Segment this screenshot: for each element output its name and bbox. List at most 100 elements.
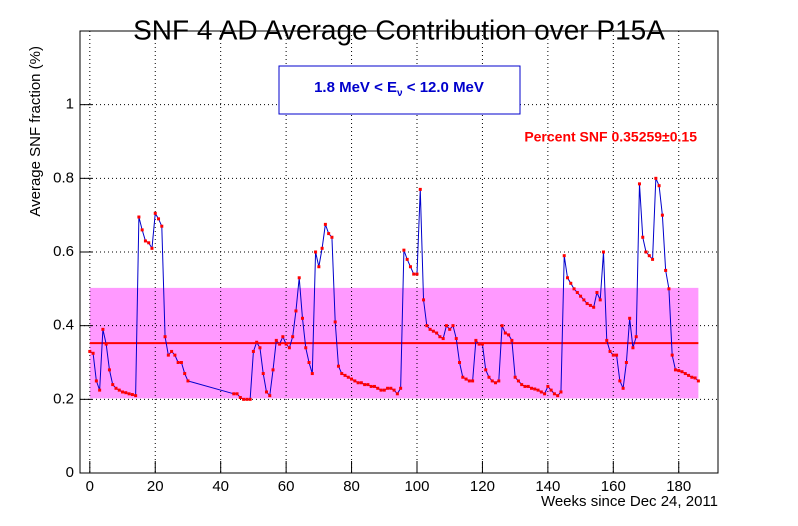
data-point <box>353 379 357 383</box>
data-point <box>232 392 236 396</box>
data-point <box>291 335 295 339</box>
data-point <box>585 302 589 306</box>
data-point <box>444 324 448 328</box>
data-point <box>677 369 681 373</box>
data-point <box>245 397 249 401</box>
data-point <box>507 333 511 337</box>
data-point <box>114 386 118 390</box>
data-point <box>278 342 282 346</box>
data-point <box>137 215 141 219</box>
data-point <box>268 394 272 398</box>
data-point <box>415 272 419 276</box>
data-point <box>490 379 494 383</box>
data-point <box>130 393 134 397</box>
data-point <box>565 276 569 280</box>
data-line <box>89 178 699 400</box>
data-point <box>592 305 596 309</box>
data-point <box>471 379 475 383</box>
y-tick-label: 0.6 <box>53 243 74 260</box>
data-point <box>605 338 609 342</box>
data-point <box>264 390 268 394</box>
data-point <box>435 331 439 335</box>
data-point <box>422 298 426 302</box>
data-point <box>186 379 190 383</box>
data-point <box>641 235 645 239</box>
data-point <box>389 386 393 390</box>
data-point <box>111 383 115 387</box>
data-point <box>163 335 167 339</box>
data-point <box>395 392 399 396</box>
fit-label: Percent SNF 0.35259±0.15 <box>524 129 697 145</box>
data-point <box>160 224 164 228</box>
data-point <box>412 272 416 276</box>
data-point <box>157 217 161 221</box>
data-point <box>448 327 452 331</box>
data-point <box>336 364 340 368</box>
data-point <box>346 375 350 379</box>
data-point <box>572 287 576 291</box>
data-point <box>140 228 144 232</box>
data-point <box>238 395 242 399</box>
data-point <box>530 386 534 390</box>
data-point <box>274 338 278 342</box>
plot-frame <box>79 30 719 474</box>
x-tick-label: 180 <box>666 478 691 495</box>
data-point <box>366 383 370 387</box>
data-point <box>281 335 285 339</box>
data-point <box>88 349 92 353</box>
data-point <box>631 346 635 350</box>
x-tick-label: 140 <box>535 478 560 495</box>
data-point <box>369 384 373 388</box>
data-point <box>183 372 187 376</box>
data-point <box>258 346 262 350</box>
data-point <box>294 309 298 313</box>
data-point <box>153 211 157 215</box>
data-point <box>523 384 527 388</box>
data-point <box>624 361 628 364</box>
data-point <box>255 340 259 344</box>
data-point <box>441 337 445 341</box>
data-point <box>310 372 314 376</box>
y-axis-label: Average SNF fraction (%) <box>27 46 44 217</box>
data-point <box>451 324 455 328</box>
data-point <box>628 316 632 320</box>
data-point <box>438 335 442 339</box>
data-point <box>376 386 380 390</box>
data-point <box>474 338 478 342</box>
data-point <box>392 388 396 392</box>
data-point <box>494 381 498 385</box>
data-point <box>408 265 412 269</box>
data-point <box>556 394 560 398</box>
data-point <box>107 368 111 372</box>
data-point <box>317 265 321 269</box>
data-point <box>680 370 684 374</box>
data-point <box>418 187 422 191</box>
data-point <box>405 257 409 261</box>
data-point <box>647 254 651 258</box>
x-tick-label: 20 <box>147 478 164 495</box>
data-point <box>304 346 308 350</box>
data-point <box>660 213 664 217</box>
data-point <box>179 361 183 364</box>
data-point <box>467 379 471 383</box>
annotation-box <box>278 65 521 115</box>
y-tick-label: 0.2 <box>53 390 74 407</box>
data-point <box>382 388 386 392</box>
data-point <box>320 246 324 250</box>
x-tick-label: 0 <box>86 478 94 495</box>
data-point <box>500 324 504 328</box>
data-point <box>464 377 468 381</box>
data-point <box>615 353 619 357</box>
data-point <box>101 327 105 331</box>
x-tick-label: 80 <box>343 478 360 495</box>
data-point <box>121 390 125 394</box>
data-point <box>91 351 95 355</box>
data-point <box>287 346 291 350</box>
data-point <box>124 391 128 395</box>
data-point <box>235 392 239 396</box>
data-point <box>98 388 102 392</box>
data-point <box>323 222 327 226</box>
data-point <box>372 384 376 388</box>
data-point <box>271 368 275 372</box>
data-point <box>150 246 154 250</box>
